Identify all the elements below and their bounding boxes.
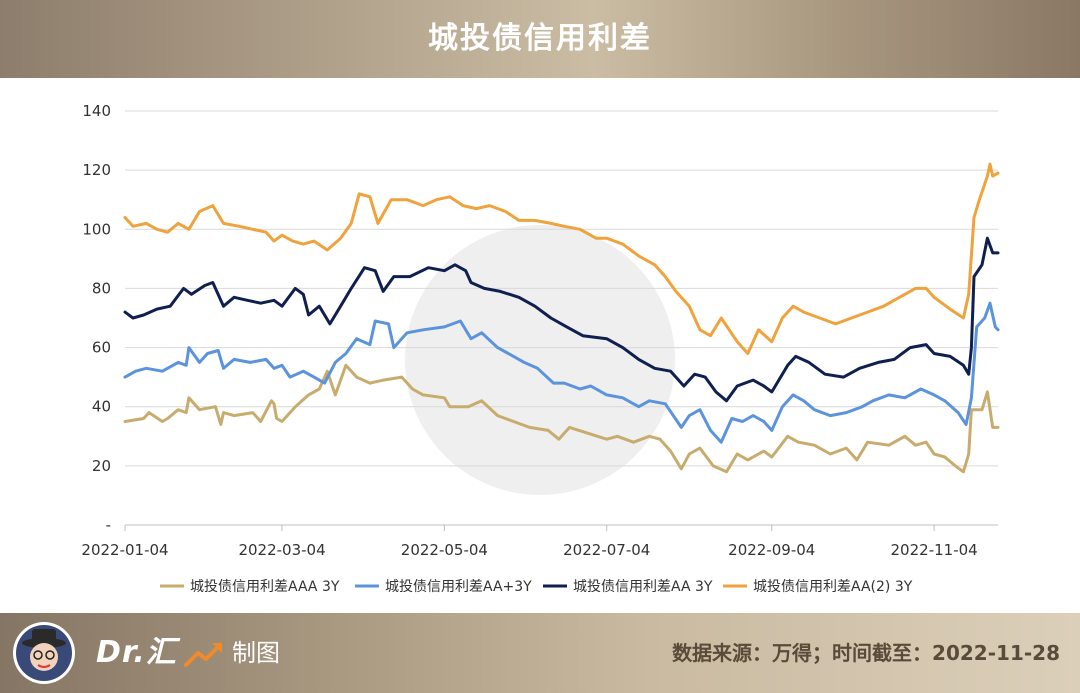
y-tick-label: 40 [92,398,111,416]
series-line-AA2 [123,162,1000,355]
x-tick-label: 2022-05-04 [401,541,488,559]
y-tick-label: 120 [82,161,111,179]
axis-layer: - 20 40 60 80 100 120 140 2022-01-04 2022-03-04 20… [81,102,998,559]
header-bar: 城投债信用利差 [0,0,1080,78]
legend-label-AAp: 城投债信用利差AA+3Y [385,579,532,595]
watermark [405,225,675,495]
avatar-icon [13,622,75,684]
x-tick-label: 2022-03-04 [238,541,325,559]
x-tick-label: 2022-11-04 [891,541,978,559]
data-source-text: 数据来源：万得；时间截至：2022-11-28 [672,641,1060,665]
y-tick-label: 20 [92,457,111,475]
series-line-AAp [123,301,1000,444]
page-title: 城投债信用利差 [428,21,652,56]
legend: 城投债信用利差AAA 3Y 城投债信用利差AA+3Y 城投债信用利差AA 3Y 城投债… [160,579,913,595]
made-by-label: 制图 [232,639,280,667]
legend-label-AAA: 城投债信用利差AAA 3Y [190,579,340,595]
x-tick-label: 2022-07-04 [563,541,650,559]
legend-label-AA2: 城投债信用利差AA(2) 3Y [753,579,913,595]
x-tick-label: 2022-01-04 [81,541,168,559]
watermark-circle [405,225,675,495]
y-tick-label: 100 [82,220,111,238]
brand-logo: Dr.汇 [96,635,177,670]
series-line-AA [123,236,1000,403]
chart: - 20 40 60 80 100 120 140 2022-01-04 2022-03-04 20… [81,102,1000,595]
trend-arrow-icon [184,643,222,667]
y-tick-label: 80 [92,279,111,297]
grid-layer [125,110,998,467]
y-tick-label: 60 [92,339,111,357]
y-tick-label: 140 [82,102,111,120]
legend-label-AA: 城投债信用利差AA 3Y [573,579,713,595]
series-layer [123,162,1000,474]
footer-bar: Dr.汇 制图 数据来源：万得；时间截至：2022-11-28 [0,613,1080,693]
y-tick-label: - [106,516,111,534]
series-line-AAA [123,363,1000,474]
x-tick-label: 2022-09-04 [728,541,815,559]
